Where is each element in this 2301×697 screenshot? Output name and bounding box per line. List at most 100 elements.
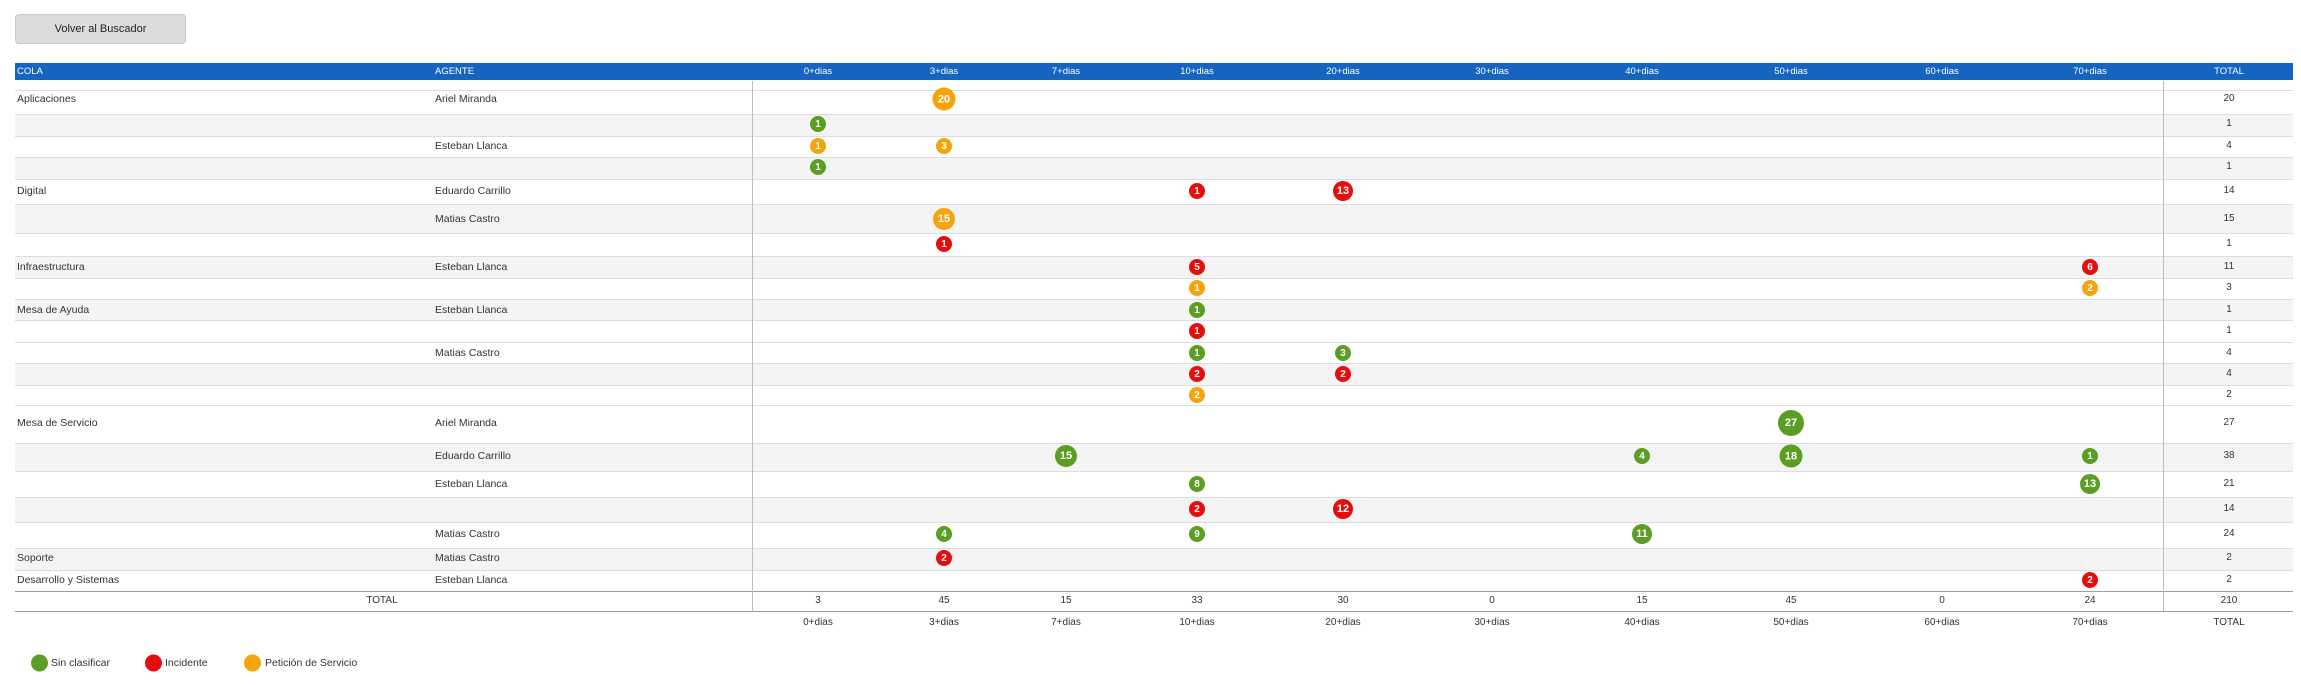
row-divider	[15, 157, 2293, 158]
count-bubble-sin-clasificar[interactable]: 18	[1779, 444, 1803, 468]
count-bubble-incidente[interactable]: 2	[936, 550, 952, 566]
row-divider	[15, 278, 2293, 279]
count-bubble-sin-clasificar[interactable]: 15	[1055, 445, 1077, 467]
row-divider	[15, 342, 2293, 343]
header-40-plus-dias: 40+dias	[1625, 66, 1659, 77]
header-20-plus-dias: 20+dias	[1326, 66, 1360, 77]
row-divider	[15, 363, 2293, 364]
count-bubble-sin-clasificar[interactable]: 1	[1189, 302, 1205, 318]
column-total: 45	[938, 595, 950, 606]
row-band	[15, 204, 2293, 233]
count-bubble-sin-clasificar[interactable]: 8	[1189, 476, 1205, 492]
count-bubble-sin-clasificar[interactable]: 11	[1632, 524, 1652, 544]
count-bubble-incidente[interactable]: 1	[936, 236, 952, 252]
count-bubble-incidente[interactable]: 13	[1333, 181, 1353, 201]
row-band	[15, 443, 2293, 471]
column-divider	[752, 81, 753, 611]
count-bubble-peticion[interactable]: 2	[1189, 387, 1205, 403]
count-bubble-sin-clasificar[interactable]: 1	[810, 159, 826, 175]
agente-label: Matias Castro	[435, 347, 500, 359]
legend-label-incidente: Incidente	[165, 657, 208, 669]
row-band	[15, 157, 2293, 179]
legend-dot-sin-clasificar	[31, 654, 48, 672]
header-30-plus-dias: 30+dias	[1475, 66, 1509, 77]
grand-total: 210	[2220, 595, 2238, 606]
count-bubble-incidente[interactable]: 5	[1189, 259, 1205, 275]
row-divider	[15, 256, 2293, 257]
column-total: 24	[2084, 595, 2096, 606]
legend-label-peticion: Petición de Servicio	[265, 657, 358, 669]
agente-label: Esteban Llanca	[435, 140, 508, 152]
count-bubble-peticion[interactable]: 15	[933, 208, 955, 230]
count-bubble-incidente[interactable]: 2	[1335, 366, 1351, 382]
table-header	[15, 63, 2293, 80]
header-60-plus-dias: 60+dias	[1925, 66, 1959, 77]
count-bubble-incidente[interactable]: 1	[1189, 323, 1205, 339]
count-bubble-sin-clasificar[interactable]: 1	[2082, 448, 2098, 464]
row-total: 1	[2226, 325, 2232, 336]
row-divider	[15, 114, 2293, 115]
row-total: 21	[2223, 478, 2235, 489]
footer-0-plus-dias: 0+dias	[803, 617, 833, 628]
count-bubble-incidente[interactable]: 2	[1189, 501, 1205, 517]
row-total: 2	[2226, 574, 2232, 585]
count-bubble-sin-clasificar[interactable]: 1	[810, 116, 826, 132]
row-divider	[15, 497, 2293, 498]
agente-label: Ariel Miranda	[435, 93, 497, 105]
count-bubble-incidente[interactable]: 6	[2082, 259, 2098, 275]
row-divider	[15, 204, 2293, 205]
count-bubble-sin-clasificar[interactable]: 4	[1634, 448, 1650, 464]
column-total: 33	[1191, 595, 1203, 606]
row-total: 38	[2223, 450, 2235, 461]
legend-dot-peticion	[244, 654, 261, 672]
footer-3-plus-dias: 3+dias	[929, 617, 959, 628]
row-total: 4	[2226, 368, 2232, 379]
footer-70-plus-dias: 70+dias	[2072, 617, 2108, 628]
row-total: 24	[2223, 528, 2235, 539]
row-band	[15, 363, 2293, 385]
header-total: TOTAL	[2214, 66, 2244, 77]
agente-label: Esteban Llanca	[435, 304, 508, 316]
count-bubble-peticion[interactable]: 3	[936, 138, 952, 154]
header-50-plus-dias: 50+dias	[1774, 66, 1808, 77]
header-cola: COLA	[17, 66, 43, 77]
header-7-plus-dias: 7+dias	[1051, 66, 1081, 77]
count-bubble-peticion[interactable]: 20	[932, 87, 956, 111]
row-divider	[15, 471, 2293, 472]
row-band	[15, 548, 2293, 570]
count-bubble-incidente[interactable]: 1	[1189, 183, 1205, 199]
column-total: 30	[1337, 595, 1349, 606]
cola-label: Mesa de Ayuda	[17, 304, 90, 316]
footer-10-plus-dias: 10+dias	[1179, 617, 1215, 628]
cola-label: Aplicaciones	[17, 93, 76, 105]
row-total: 1	[2226, 238, 2232, 249]
count-bubble-incidente[interactable]: 12	[1333, 499, 1353, 519]
count-bubble-sin-clasificar[interactable]: 4	[936, 526, 952, 542]
header-agente: AGENTE	[435, 66, 475, 77]
count-bubble-incidente[interactable]: 2	[2082, 572, 2098, 588]
agente-label: Eduardo Carrillo	[435, 450, 511, 462]
row-divider	[15, 299, 2293, 300]
row-total: 20	[2223, 93, 2235, 104]
row-divider	[15, 233, 2293, 234]
cola-label: Mesa de Servicio	[17, 417, 98, 429]
count-bubble-sin-clasificar[interactable]: 1	[1189, 345, 1205, 361]
footer-30-plus-dias: 30+dias	[1474, 617, 1510, 628]
column-total: 45	[1785, 595, 1797, 606]
row-divider	[15, 443, 2293, 444]
count-bubble-peticion[interactable]: 2	[2082, 280, 2098, 296]
count-bubble-sin-clasificar[interactable]: 13	[2080, 474, 2100, 494]
count-bubble-peticion[interactable]: 1	[810, 138, 826, 154]
count-bubble-incidente[interactable]: 2	[1189, 366, 1205, 382]
count-bubble-sin-clasificar[interactable]: 9	[1189, 526, 1205, 542]
agente-label: Ariel Miranda	[435, 417, 497, 429]
count-bubble-sin-clasificar[interactable]: 3	[1335, 345, 1351, 361]
count-bubble-peticion[interactable]: 1	[1189, 280, 1205, 296]
row-total: 14	[2223, 503, 2235, 514]
footer-20-plus-dias: 20+dias	[1325, 617, 1361, 628]
volver-al-buscador-button[interactable]: Volver al Buscador	[15, 14, 186, 44]
count-bubble-sin-clasificar[interactable]: 27	[1778, 410, 1804, 436]
row-total: 4	[2226, 140, 2232, 151]
cola-label: Digital	[17, 185, 47, 197]
row-band	[15, 114, 2293, 136]
